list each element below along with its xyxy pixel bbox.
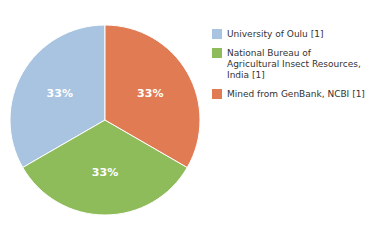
legend-swatch <box>212 29 222 39</box>
data-label: 33% <box>137 87 163 100</box>
legend-label: Mined from GenBank, NCBI [1] <box>227 89 365 99</box>
legend-item: National Bureau ofAgricultural Insect Re… <box>212 48 361 80</box>
pie: 33% 33% 33% <box>10 25 200 215</box>
legend-label: National Bureau ofAgricultural Insect Re… <box>227 48 361 80</box>
legend-swatch <box>212 48 222 58</box>
legend-swatch <box>212 89 222 99</box>
pie-slice <box>105 25 200 168</box>
data-label: 33% <box>92 166 118 179</box>
legend: University of Oulu [1] National Bureau of… <box>212 29 365 99</box>
legend-item: Mined from GenBank, NCBI [1] <box>212 89 365 99</box>
chart: 33% 33% 33% University of Oulu [1] National … <box>0 0 380 240</box>
data-label: 33% <box>47 87 73 100</box>
legend-item: University of Oulu [1] <box>212 29 323 39</box>
legend-label: University of Oulu [1] <box>227 29 323 39</box>
